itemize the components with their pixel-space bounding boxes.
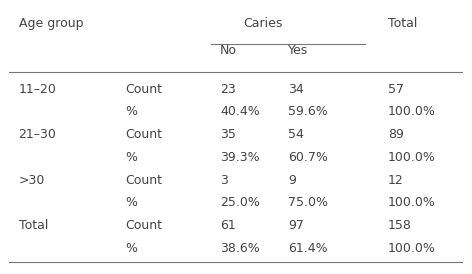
Text: 100.0%: 100.0% — [388, 242, 436, 255]
Text: %: % — [125, 196, 137, 210]
Text: 23: 23 — [220, 82, 236, 96]
Text: 35: 35 — [220, 128, 236, 141]
Text: 100.0%: 100.0% — [388, 151, 436, 164]
Text: 59.6%: 59.6% — [288, 105, 328, 118]
Text: 89: 89 — [388, 128, 404, 141]
Text: Total: Total — [18, 219, 48, 232]
Text: >30: >30 — [18, 174, 45, 187]
Text: 97: 97 — [288, 219, 304, 232]
Text: Count: Count — [125, 128, 162, 141]
Text: Age group: Age group — [18, 17, 83, 30]
Text: 61: 61 — [220, 219, 236, 232]
Text: 38.6%: 38.6% — [220, 242, 260, 255]
Text: 54: 54 — [288, 128, 304, 141]
Text: 57: 57 — [388, 82, 404, 96]
Text: %: % — [125, 242, 137, 255]
Text: Count: Count — [125, 219, 162, 232]
Text: 3: 3 — [220, 174, 228, 187]
Text: 34: 34 — [288, 82, 304, 96]
Text: 61.4%: 61.4% — [288, 242, 328, 255]
Text: Total: Total — [388, 17, 417, 30]
Text: 158: 158 — [388, 219, 412, 232]
Text: 21–30: 21–30 — [18, 128, 56, 141]
Text: No: No — [220, 44, 237, 57]
Text: 40.4%: 40.4% — [220, 105, 260, 118]
Text: %: % — [125, 151, 137, 164]
Text: Count: Count — [125, 82, 162, 96]
Text: Count: Count — [125, 174, 162, 187]
Text: 60.7%: 60.7% — [288, 151, 328, 164]
Text: 11–20: 11–20 — [18, 82, 56, 96]
Text: 25.0%: 25.0% — [220, 196, 260, 210]
Text: 12: 12 — [388, 174, 404, 187]
Text: 75.0%: 75.0% — [288, 196, 328, 210]
Text: 39.3%: 39.3% — [220, 151, 260, 164]
Text: 100.0%: 100.0% — [388, 196, 436, 210]
Text: 100.0%: 100.0% — [388, 105, 436, 118]
Text: Yes: Yes — [288, 44, 308, 57]
Text: %: % — [125, 105, 137, 118]
Text: 9: 9 — [288, 174, 296, 187]
Text: Caries: Caries — [244, 17, 283, 30]
